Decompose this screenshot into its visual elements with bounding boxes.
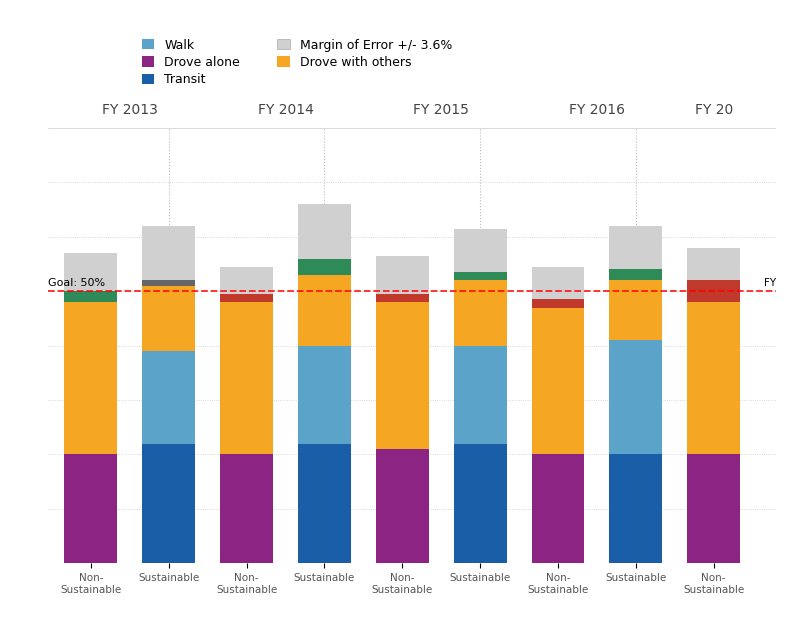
Text: FY 20: FY 20	[694, 103, 733, 117]
Bar	[687, 454, 740, 563]
Bar	[610, 280, 662, 340]
Bar	[376, 302, 429, 449]
Bar	[220, 267, 273, 563]
Bar	[142, 444, 195, 563]
Bar	[610, 340, 662, 454]
Text: FY 2015: FY 2015	[414, 103, 469, 117]
Text: FY 2013: FY 2013	[102, 103, 158, 117]
Bar	[610, 454, 662, 563]
Text: FY 2016: FY 2016	[569, 103, 625, 117]
Bar	[298, 275, 351, 346]
Bar	[454, 346, 506, 444]
Bar	[298, 259, 351, 275]
Bar	[687, 302, 740, 454]
Bar	[454, 280, 506, 346]
Bar	[220, 302, 273, 454]
Bar	[298, 204, 351, 563]
Bar	[64, 302, 118, 454]
Bar	[531, 307, 585, 454]
Bar	[64, 454, 118, 563]
Bar	[64, 253, 118, 563]
Bar	[376, 294, 429, 302]
Bar	[376, 256, 429, 563]
Bar	[454, 272, 506, 280]
Bar	[531, 267, 585, 563]
Bar	[454, 444, 506, 563]
Bar	[142, 285, 195, 351]
Legend: Walk, Drove alone, Transit, Margin of Error +/- 3.6%, Drove with others: Walk, Drove alone, Transit, Margin of Er…	[142, 38, 452, 86]
Bar	[454, 228, 506, 563]
Text: Goal: 50%: Goal: 50%	[48, 278, 105, 289]
Bar	[298, 444, 351, 563]
Bar	[64, 291, 118, 302]
Bar	[220, 454, 273, 563]
Bar	[298, 346, 351, 444]
Bar	[220, 294, 273, 302]
Bar	[610, 269, 662, 280]
Text: FY: FY	[764, 278, 777, 289]
Bar	[376, 449, 429, 563]
Bar	[531, 454, 585, 563]
Bar	[687, 248, 740, 563]
Bar	[531, 300, 585, 307]
Bar	[142, 226, 195, 563]
Bar	[142, 351, 195, 444]
Bar	[687, 280, 740, 302]
Bar	[610, 226, 662, 563]
Text: FY 2014: FY 2014	[258, 103, 314, 117]
Bar	[142, 280, 195, 285]
